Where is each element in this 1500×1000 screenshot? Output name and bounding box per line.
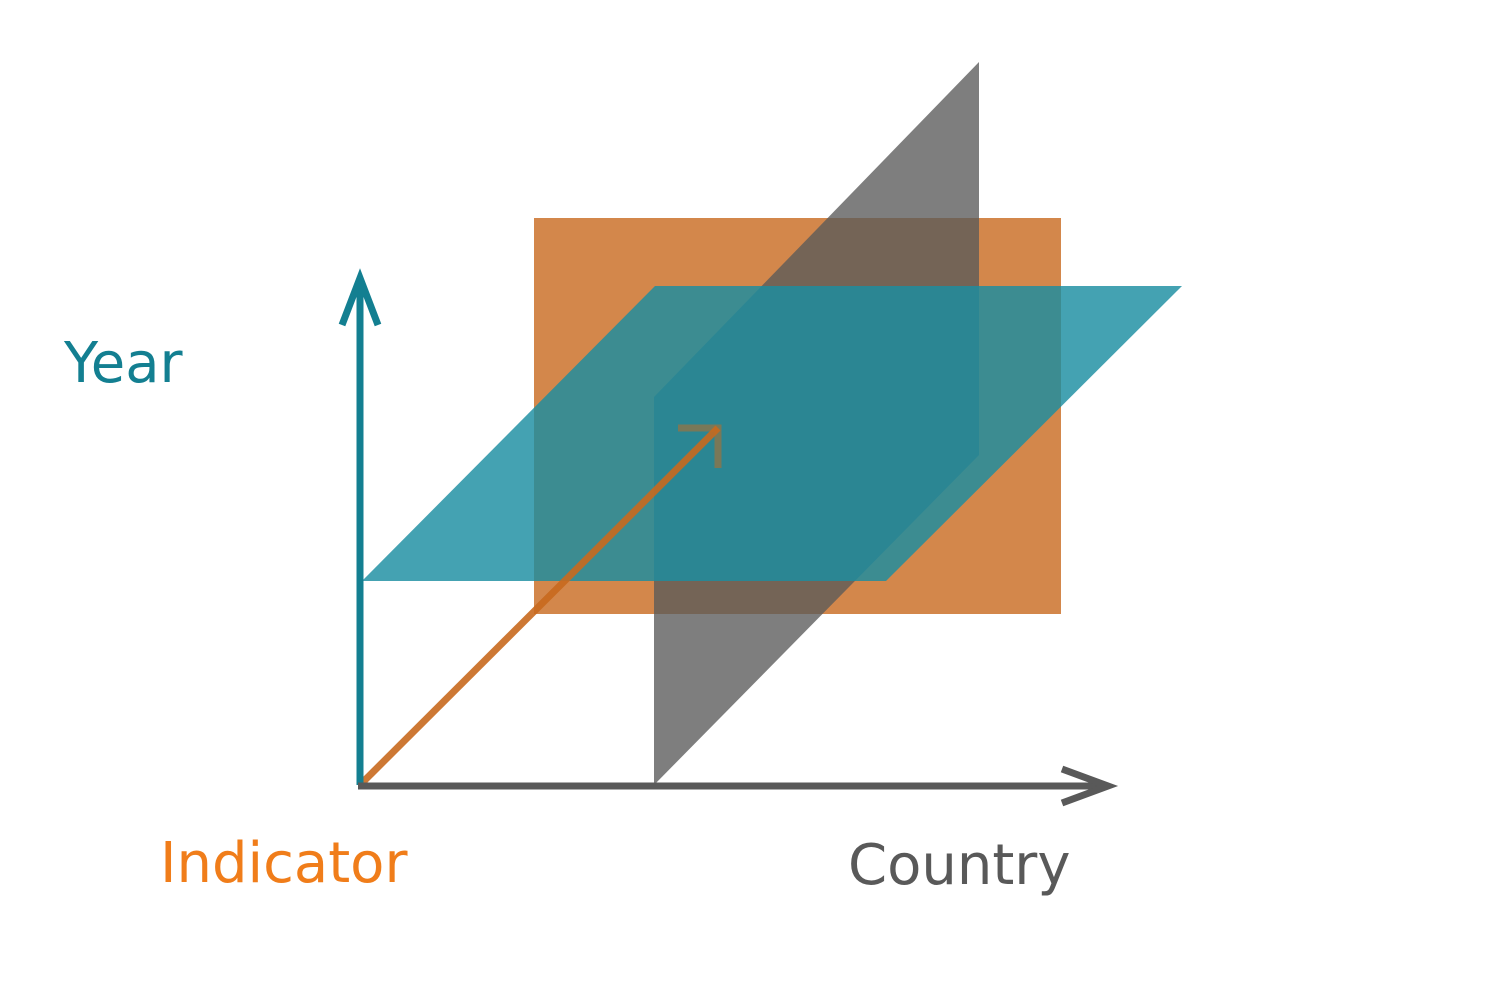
country-axis-label: Country [848, 833, 1070, 898]
indicator-axis-label: Indicator [160, 831, 408, 896]
year-axis-label: Year [63, 331, 184, 396]
